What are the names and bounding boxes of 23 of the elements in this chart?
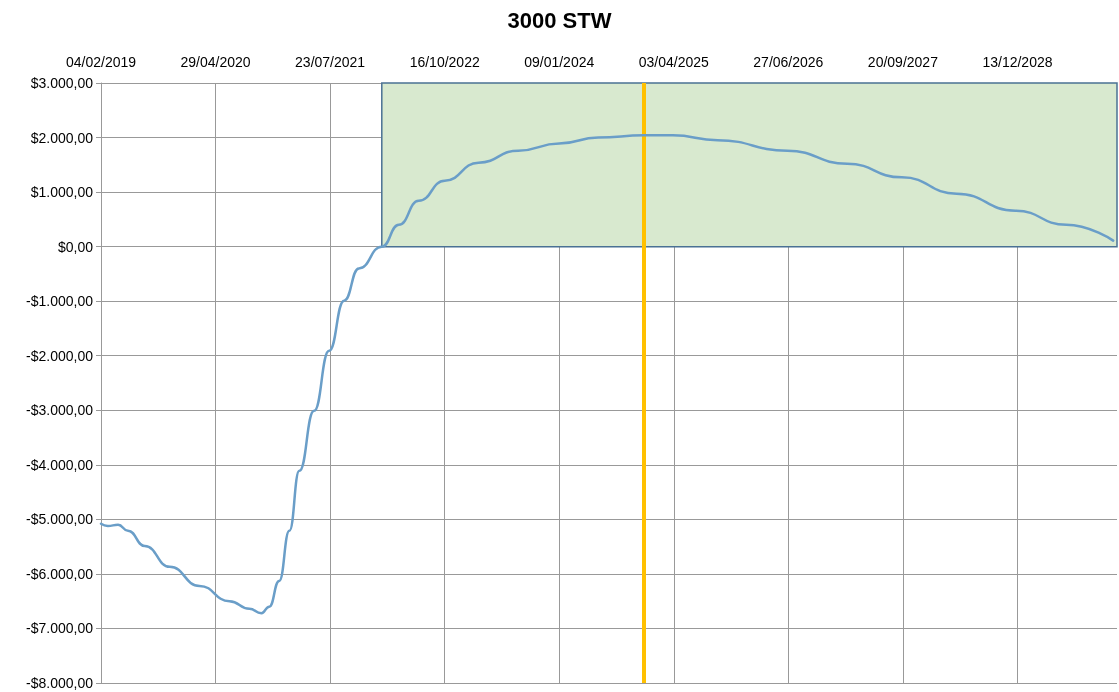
y-tick-label: -$4.000,00 [26, 456, 94, 473]
x-tick-label: 09/01/2024 [524, 54, 595, 70]
y-tick-label: $0,00 [57, 238, 94, 255]
y-tick-label: -$5.000,00 [26, 511, 94, 528]
y-tick-label: $3.000,00 [30, 75, 94, 91]
y-tick-label: -$7.000,00 [26, 620, 94, 637]
y-tick-label: -$1.000,00 [26, 293, 94, 310]
line-series [99, 134, 1115, 615]
x-tick-label: 16/10/2022 [409, 54, 480, 70]
x-tick-label: 23/07/2021 [295, 54, 366, 70]
x-tick-label: 20/09/2027 [867, 54, 939, 70]
x-tick-label: 04/02/2019 [65, 54, 137, 70]
x-tick-label: 13/12/2028 [982, 54, 1053, 70]
chart-title: 3000 STW [507, 7, 612, 33]
y-tick-label: -$8.000,00 [26, 675, 94, 691]
y-tick-label: -$3.000,00 [26, 402, 94, 419]
y-tick-label: -$2.000,00 [26, 347, 94, 364]
y-tick-label: -$6.000,00 [26, 565, 94, 582]
y-tick-label: $1.000,00 [30, 184, 94, 201]
x-tick-label: 27/06/2026 [753, 54, 824, 70]
x-tick-label: 29/04/2020 [180, 54, 251, 70]
y-tick-label: $2.000,00 [30, 129, 94, 146]
x-tick-label: 03/04/2025 [638, 54, 710, 70]
